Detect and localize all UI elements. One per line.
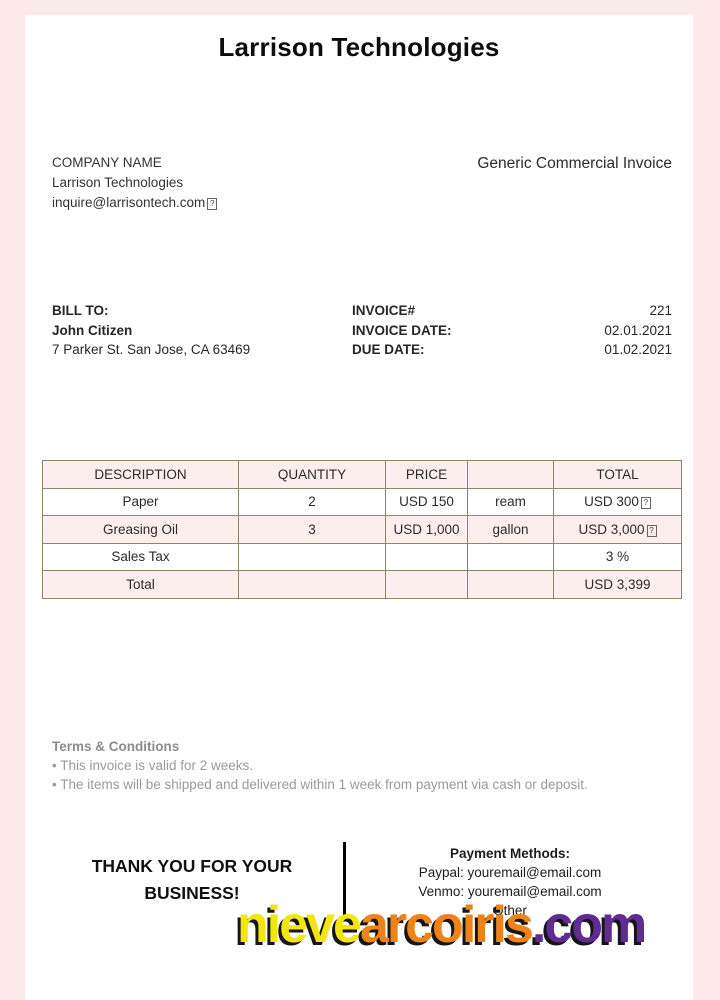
- item-unit: gallon: [492, 521, 529, 537]
- thank-you-line2: BUSINESS!: [144, 883, 240, 903]
- site-watermark: nievearcoiris.com: [237, 896, 647, 954]
- thank-you-line1: THANK YOU FOR YOUR: [91, 856, 293, 876]
- items-table: DESCRIPTION QUANTITY PRICE TOTAL Paper 2…: [42, 460, 682, 599]
- invoice-number-row: INVOICE# 221: [352, 301, 672, 321]
- cell-total: USD 300?: [553, 487, 682, 516]
- item-price: USD 1,000: [393, 521, 460, 537]
- item-unit: ream: [495, 494, 526, 510]
- cell-unit: ream: [467, 487, 554, 516]
- watermark-part1: nieve: [237, 896, 362, 954]
- row-label: Sales Tax: [111, 549, 170, 565]
- watermark-part2: arcoiris: [359, 896, 534, 954]
- cell-unit: [467, 542, 554, 571]
- table-row: Sales Tax 3 %: [42, 542, 682, 571]
- table-row: Total USD 3,399: [42, 570, 682, 599]
- cell-total: USD 3,000?: [553, 515, 682, 544]
- item-total: USD 3,000: [578, 521, 645, 537]
- due-date-row: DUE DATE: 01.02.2021: [352, 340, 672, 360]
- invoice-meta-block: INVOICE# 221 INVOICE DATE: 02.01.2021 DU…: [352, 301, 672, 360]
- payment-method-other: Other: [493, 903, 527, 918]
- col-unit: [467, 460, 554, 489]
- invoice-type-title: Generic Commercial Invoice: [477, 155, 672, 172]
- due-date-label: DUE DATE:: [352, 342, 425, 357]
- company-email-line: inquire@larrisontech.com?: [52, 193, 218, 213]
- item-qty: 3: [308, 521, 316, 537]
- cell-description: Paper: [42, 487, 239, 516]
- footer-divider: [343, 842, 346, 916]
- cell-total: USD 3,399: [553, 570, 682, 599]
- due-date-value: 01.02.2021: [604, 342, 672, 357]
- company-email: inquire@larrisontech.com: [52, 195, 206, 210]
- cell-quantity: 3: [238, 515, 386, 544]
- item-qty: 2: [308, 494, 316, 510]
- cell-quantity: [238, 570, 386, 599]
- invoice-number-value: 221: [649, 303, 672, 318]
- row-label: Total: [126, 576, 155, 592]
- payment-methods-block: Payment Methods: Paypal: youremail@email…: [385, 844, 635, 920]
- invoice-number-label: INVOICE#: [352, 303, 416, 318]
- bill-to-block: BILL TO: John Citizen 7 Parker St. San J…: [52, 301, 250, 360]
- table-row: Paper 2 USD 150 ream USD 300?: [42, 487, 682, 516]
- col-description: DESCRIPTION: [42, 460, 239, 489]
- invoice-date-label: INVOICE DATE:: [352, 322, 452, 338]
- item-name: Paper: [122, 494, 159, 510]
- cell-description: Greasing Oil: [42, 515, 239, 544]
- invoice-page: Larrison Technologies COMPANY NAME Larri…: [25, 15, 693, 1000]
- col-price: PRICE: [385, 460, 468, 489]
- payment-methods-title: Payment Methods:: [449, 846, 571, 861]
- company-name-label: COMPANY NAME: [52, 155, 162, 170]
- payment-method-venmo: Venmo: youremail@email.com: [418, 884, 602, 899]
- item-name: Greasing Oil: [102, 521, 179, 537]
- cell-unit: gallon: [467, 515, 554, 544]
- cell-quantity: 2: [238, 487, 386, 516]
- invoice-date-row: INVOICE DATE: 02.01.2021: [352, 321, 672, 341]
- item-total: USD 300: [584, 494, 639, 510]
- terms-title: Terms & Conditions: [52, 739, 180, 754]
- missing-glyph-icon: ?: [207, 198, 218, 210]
- col-quantity: QUANTITY: [238, 460, 386, 489]
- tax-rate: 3 %: [605, 549, 630, 565]
- cell-price: [385, 570, 468, 599]
- cell-price: USD 150: [385, 487, 468, 516]
- bill-to-address: 7 Parker St. San Jose, CA 63469: [52, 342, 251, 357]
- cell-price: USD 1,000: [385, 515, 468, 544]
- table-header-row: DESCRIPTION QUANTITY PRICE TOTAL: [42, 460, 682, 489]
- invoice-date-value: 02.01.2021: [604, 322, 672, 338]
- col-total: TOTAL: [553, 460, 682, 489]
- cell-description: Sales Tax: [42, 542, 239, 571]
- missing-glyph-icon: ?: [640, 497, 651, 510]
- item-price: USD 150: [399, 494, 454, 510]
- missing-glyph-icon: ?: [646, 524, 657, 537]
- company-name-value: Larrison Technologies: [52, 175, 184, 190]
- terms-bullet: • This invoice is valid for 2 weeks.: [52, 758, 254, 773]
- cell-price: [385, 542, 468, 571]
- thank-you-message: THANK YOU FOR YOUR BUSINESS!: [62, 853, 322, 907]
- bill-to-name: John Citizen: [52, 322, 133, 338]
- table-row: Greasing Oil 3 USD 1,000 gallon USD 3,00…: [42, 515, 682, 544]
- company-block: COMPANY NAME Larrison Technologies inqui…: [52, 153, 218, 213]
- terms-block: Terms & Conditions • This invoice is val…: [52, 737, 588, 794]
- company-title: Larrison Technologies: [218, 32, 500, 62]
- watermark-part3: .com: [531, 896, 647, 954]
- payment-method-paypal: Paypal: youremail@email.com: [418, 865, 602, 880]
- cell-total: 3 %: [553, 542, 682, 571]
- grand-total: USD 3,399: [584, 576, 651, 592]
- cell-quantity: [238, 542, 386, 571]
- cell-description: Total: [42, 570, 239, 599]
- terms-bullet: • The items will be shipped and delivere…: [52, 777, 588, 792]
- cell-unit: [467, 570, 554, 599]
- bill-to-label: BILL TO:: [52, 303, 109, 318]
